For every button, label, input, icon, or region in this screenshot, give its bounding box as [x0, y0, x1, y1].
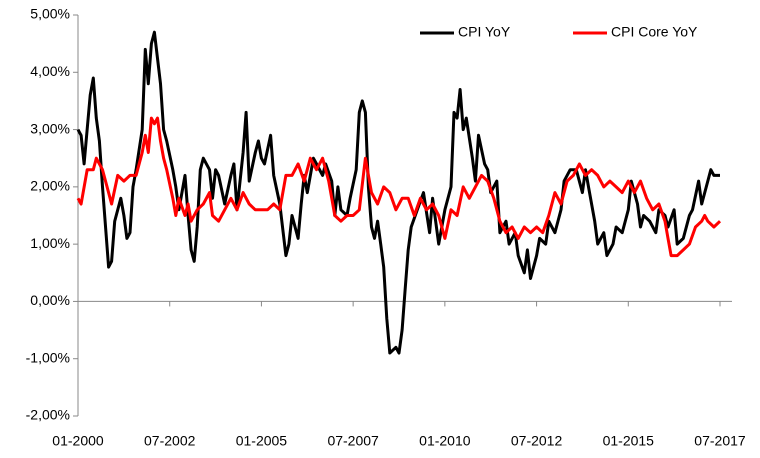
x-tick-label: 07-2007: [327, 433, 379, 449]
x-tick-label: 01-2005: [236, 433, 288, 449]
legend-label: CPI Core YoY: [611, 24, 698, 40]
x-tick-label: 07-2012: [511, 433, 563, 449]
x-tick-label: 01-2015: [603, 433, 655, 449]
y-tick-label: -1,00%: [26, 349, 70, 365]
y-tick-label: 5,00%: [30, 6, 70, 22]
y-tick-label: 1,00%: [30, 235, 70, 251]
y-tick-label: 3,00%: [30, 120, 70, 136]
x-tick-label: 07-2017: [694, 433, 746, 449]
legend-label: CPI YoY: [458, 24, 511, 40]
x-tick-label: 01-2000: [52, 433, 104, 449]
series-line: [76, 116, 722, 258]
x-tick-label: 01-2010: [419, 433, 471, 449]
series-line: [76, 30, 720, 355]
y-tick-label: 2,00%: [30, 178, 70, 194]
y-tick-label: -2,00%: [26, 407, 70, 423]
y-tick-label: 4,00%: [30, 63, 70, 79]
x-tick-label: 07-2002: [144, 433, 196, 449]
y-tick-label: 0,00%: [30, 292, 70, 308]
